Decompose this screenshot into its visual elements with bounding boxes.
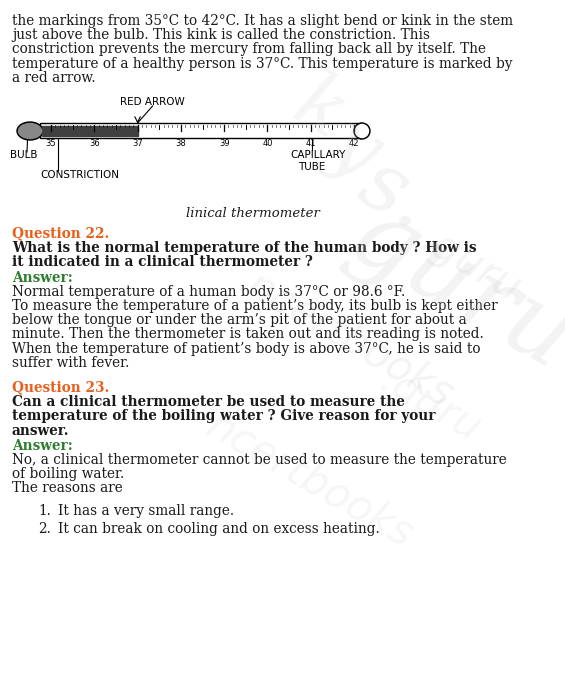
Text: s.: s. <box>345 143 445 247</box>
Text: What is the normal temperature of the human body ? How is: What is the normal temperature of the hu… <box>12 241 476 255</box>
Text: Answer:: Answer: <box>12 270 73 285</box>
Text: It can break on cooling and on excess heating.: It can break on cooling and on excess he… <box>58 522 380 536</box>
Text: When the temperature of patient’s body is above 37°C, he is said to: When the temperature of patient’s body i… <box>12 342 480 355</box>
Text: Normal temperature of a human body is 37°C or 98.6 °F.: Normal temperature of a human body is 37… <box>12 285 405 299</box>
Text: .guru: .guru <box>412 219 528 311</box>
Text: just above the bulb. This kink is called the constriction. This: just above the bulb. This kink is called… <box>12 28 430 42</box>
Text: y: y <box>316 103 394 193</box>
Ellipse shape <box>19 123 41 138</box>
Text: the markings from 35°C to 42°C. It has a slight bend or kink in the stem: the markings from 35°C to 42°C. It has a… <box>12 14 513 28</box>
FancyBboxPatch shape <box>41 123 363 138</box>
Text: k: k <box>280 65 359 155</box>
Text: BULB: BULB <box>10 150 37 160</box>
Ellipse shape <box>17 122 43 140</box>
Text: below the tongue or under the arm’s pit of the patient for about a: below the tongue or under the arm’s pit … <box>12 313 467 327</box>
Text: a red arrow.: a red arrow. <box>12 71 95 85</box>
Text: temperature of a healthy person is 37°C. This temperature is marked by: temperature of a healthy person is 37°C.… <box>12 57 512 71</box>
Text: 41: 41 <box>306 140 316 148</box>
Text: 1.: 1. <box>38 504 51 518</box>
Text: It has a very small range.: It has a very small range. <box>58 504 234 518</box>
Text: answer.: answer. <box>12 424 69 438</box>
Text: linical thermometer: linical thermometer <box>185 207 319 220</box>
Ellipse shape <box>354 123 370 139</box>
Text: The reasons are: The reasons are <box>12 481 123 495</box>
Text: temperature of the boiling water ? Give reason for your: temperature of the boiling water ? Give … <box>12 409 436 424</box>
Text: Question 22.: Question 22. <box>12 226 109 240</box>
Text: 35: 35 <box>46 140 56 148</box>
Ellipse shape <box>355 125 368 138</box>
Text: TUBE: TUBE <box>298 162 325 172</box>
Text: ncertbooks: ncertbooks <box>199 404 421 556</box>
Text: suffer with fever.: suffer with fever. <box>12 355 129 370</box>
Text: 42: 42 <box>349 140 359 148</box>
Text: .guru: .guru <box>372 360 488 451</box>
Bar <box>42 126 137 136</box>
Text: 39: 39 <box>219 140 229 148</box>
Text: 37: 37 <box>132 140 143 148</box>
Text: ncertbooks: ncertbooks <box>239 264 460 416</box>
Text: Question 23.: Question 23. <box>12 380 109 394</box>
Text: minute. Then the thermometer is taken out and its reading is noted.: minute. Then the thermometer is taken ou… <box>12 328 484 341</box>
Text: 38: 38 <box>176 140 186 148</box>
Text: 40: 40 <box>262 140 273 148</box>
Text: 36: 36 <box>89 140 99 148</box>
Text: RED ARROW: RED ARROW <box>120 97 185 107</box>
Text: constriction prevents the mercury from falling back all by itself. The: constriction prevents the mercury from f… <box>12 42 486 57</box>
Text: No, a clinical thermometer cannot be used to measure the temperature: No, a clinical thermometer cannot be use… <box>12 453 507 467</box>
Text: 2.: 2. <box>38 522 51 536</box>
Text: Answer:: Answer: <box>12 439 73 453</box>
Text: CONSTRICTION: CONSTRICTION <box>40 170 119 180</box>
Text: guru: guru <box>332 189 565 392</box>
Text: of boiling water.: of boiling water. <box>12 467 124 481</box>
Text: To measure the temperature of a patient’s body, its bulb is kept either: To measure the temperature of a patient’… <box>12 299 498 313</box>
Text: CAPILLARY: CAPILLARY <box>290 150 345 160</box>
Text: it indicated in a clinical thermometer ?: it indicated in a clinical thermometer ? <box>12 255 313 270</box>
Text: Can a clinical thermometer be used to measure the: Can a clinical thermometer be used to me… <box>12 395 405 409</box>
